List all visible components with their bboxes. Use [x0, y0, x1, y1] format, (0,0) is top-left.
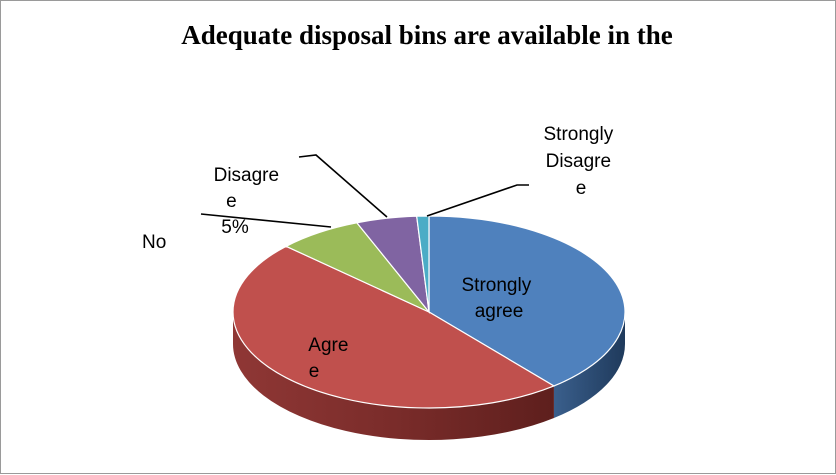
- pie-slice-strongly-agree: [428, 215, 626, 387]
- label-disagree: Disagre e 5%: [214, 165, 285, 238]
- leader-line-strongly-disagree: [426, 184, 529, 217]
- label-strongly-agree: Strongly agree: [462, 275, 537, 322]
- label-agree: Agre e: [308, 335, 353, 382]
- label-strongly-agree-line-2: agree: [475, 301, 524, 322]
- leader-line-disagree: [298, 154, 388, 218]
- label-strongly-disagree-line-3: e: [576, 178, 587, 199]
- label-agree-line-1: Agre: [308, 335, 348, 356]
- label-disagree-percent: 5%: [221, 217, 249, 238]
- leader-line-no: [200, 213, 332, 228]
- pie-slices: [232, 215, 626, 409]
- pie-sides: [233, 312, 625, 440]
- pie-side-strongly-agree: [553, 312, 625, 418]
- label-agree-line-2: e: [309, 361, 320, 382]
- label-disagree-line-2: e: [226, 191, 237, 212]
- label-strongly-disagree-line-1: Strongly: [544, 124, 614, 145]
- label-strongly-agree-line-1: Strongly: [462, 275, 532, 296]
- label-disagree-line-1: Disagre: [214, 165, 279, 186]
- label-no: No: [142, 232, 166, 253]
- chart-title: Adequate disposal bins are available in …: [181, 20, 673, 50]
- label-strongly-disagree: Strongly Disagre e: [544, 124, 619, 199]
- pie-side-agree: [233, 312, 554, 440]
- label-strongly-disagree-line-2: Disagre: [546, 151, 611, 172]
- pie-slice-agree: [232, 245, 556, 409]
